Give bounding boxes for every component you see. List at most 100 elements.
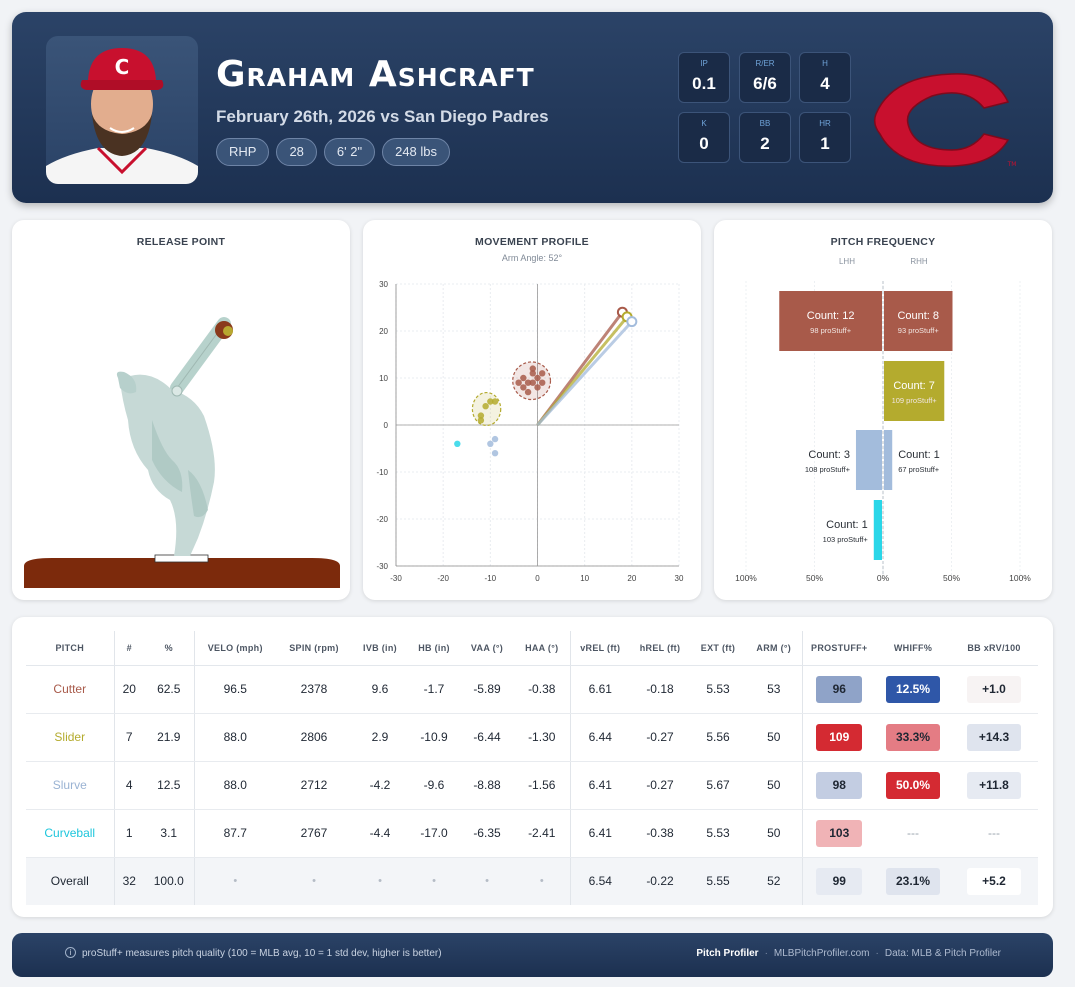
col-header: VAA (°) [460,631,514,666]
xrv-value: --- [988,826,1000,840]
haa-cell: • [514,857,571,905]
movement-point [524,379,532,386]
col-header: vREL (ft) [570,631,630,666]
pct-cell: 100.0 [144,857,195,905]
velo-cell: 88.0 [194,761,276,810]
whiff-badge: 50.0% [886,771,940,799]
movement-point [539,379,546,386]
stat-value: 0.1 [692,74,716,93]
hrel-cell: -0.27 [630,761,690,810]
player-headshot: C [46,36,198,184]
pitch-table: PITCH # % VELO (mph) SPIN (rpm) IVB (in)… [26,631,1038,905]
haa-cell: -0.38 [514,665,571,714]
movement-point [482,403,489,410]
frequency-bar [884,430,893,490]
stuff-badge: 109 [816,723,863,751]
velo-cell: • [194,857,276,905]
bar-prostuff-label: 67 proStuff+ [898,465,940,474]
vrel-cell: 6.54 [570,857,630,905]
col-header: PROSTUFF+ [802,631,876,666]
velo-cell: 87.7 [194,809,276,858]
movement-point [534,384,541,391]
stat-label: HR [819,119,831,128]
vaa-cell: • [460,857,514,905]
col-header: PITCH [26,631,115,666]
bar-count-label: Count: 7 [893,380,935,392]
hb-cell: -9.6 [408,761,460,810]
reds-logo: TM [873,73,1017,168]
game-line: February 26th, 2026 vs San Diego Padres [216,107,549,126]
ext-cell: 5.56 [690,713,746,762]
ivb-cell: 9.6 [352,665,408,714]
ext-cell: 5.67 [690,761,746,810]
stat-hr: HR 1 [799,112,851,163]
stat-k: K 0 [678,112,730,163]
bar-count-label: Count: 1 [898,449,940,461]
movement-point [491,435,499,443]
arm-cell: 52 [746,857,803,905]
movement-point [534,374,541,382]
pitch-name-cell: Slurve [26,761,115,810]
stuff-cell: 99 [802,857,876,905]
y-tick-label: 20 [379,327,388,336]
col-header: ARM (°) [746,631,803,666]
footer-brand: Pitch Profiler [696,948,759,959]
movement-point [529,379,536,386]
col-header: WHIFF% [876,631,950,666]
n-cell: 20 [114,665,144,714]
bar-prostuff-label: 98 proStuff+ [810,326,852,335]
release-point-title: RELEASE POINT [136,236,226,248]
bar-count-label: Count: 1 [826,519,868,531]
col-header: % [144,631,195,666]
movement-point [529,370,536,377]
xrv-cell: +5.2 [950,857,1038,905]
bar-count-label: Count: 12 [807,310,855,322]
n-cell: 4 [114,761,144,810]
logo-trademark: TM [1007,161,1017,168]
footer-site-link[interactable]: MLBPitchProfiler.com [773,948,870,959]
movement-point [539,370,546,377]
y-tick-label: -10 [376,468,388,477]
frequency-chart: LHH RHH 100% 50% 0% 50% 100% Count: 12 98 proStu… [735,257,1031,583]
ivb-cell: 2.9 [352,713,408,762]
movement-point [520,374,527,382]
release-point-panel: RELEASE POINT [12,220,350,600]
velo-cell: 96.5 [194,665,276,714]
table-row: Overall 32 100.0 • • • • • • 6.54 -0.22 5.55 52 99 23.… [26,857,1038,905]
stat-label: IP [700,59,708,68]
table-row: Cutter 20 62.5 96.5 2378 9.6 -1.7 -5.89 -0.38 6.6… [26,665,1038,714]
player-header: C Graham Ashcraft February 26th, 2026 vs… [12,12,1053,203]
pitch-name-cell: Overall [26,857,115,905]
pitch-table-card: PITCH # % VELO (mph) SPIN (rpm) IVB (in)… [12,617,1053,917]
spin-cell: 2806 [276,713,352,762]
movement-point [477,412,485,419]
x-tick-label: 20 [627,574,636,583]
table-row: Curveball 1 3.1 87.7 2767 -4.4 -17.0 -6.35 -2.41… [26,809,1038,858]
table-row: Slider 7 21.9 88.0 2806 2.9 -10.9 -6.44 -1.30 6.4… [26,713,1038,762]
movement-point [487,440,494,447]
y-tick-label: 0 [384,421,389,430]
col-header: EXT (ft) [690,631,746,666]
xrv-badge: +1.0 [967,675,1021,703]
player-name: Graham Ashcraft [216,54,535,95]
arm-cell: 50 [746,809,803,858]
haa-cell: -2.41 [514,809,571,858]
movement-profile-panel: MOVEMENT PROFILE Arm Angle: 52° -30 -20 -1… [363,220,701,600]
col-header: # [114,631,144,666]
stat-label: H [822,59,828,68]
bar-prostuff-label: 108 proStuff+ [805,465,851,474]
movement-point [520,384,527,391]
hrel-cell: -0.38 [630,809,690,858]
col-header: VELO (mph) [194,631,276,666]
axis-tick-label: 100% [735,573,757,583]
col-header: BB xRV/100 [950,631,1038,666]
frequency-bar [884,291,953,351]
stat-label: K [701,119,707,128]
pct-cell: 3.1 [144,809,195,858]
xrv-cell: +11.8 [950,761,1038,810]
footer-separator: · [764,948,768,959]
xrv-cell: +1.0 [950,665,1038,714]
hb-cell: • [408,857,460,905]
col-header: IVB (in) [352,631,408,666]
rhh-label: RHH [910,257,928,266]
